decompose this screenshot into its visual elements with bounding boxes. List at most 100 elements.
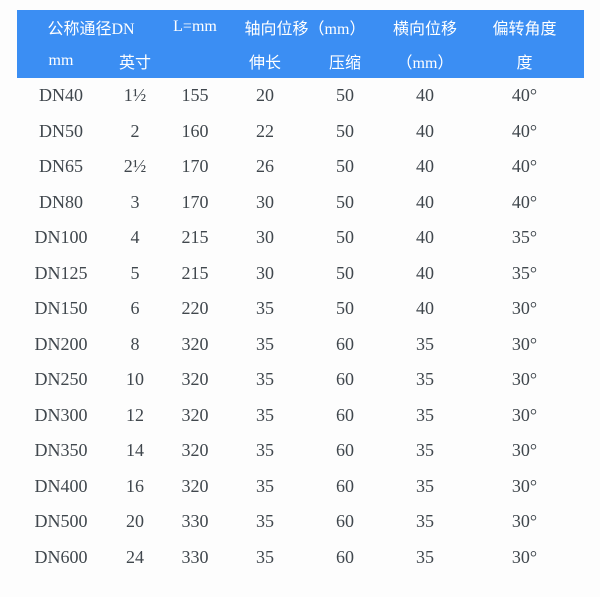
table-row: DN500 20 330 35 60 35 30° [17, 504, 584, 540]
cell-angle: 30° [511, 298, 538, 319]
cell-compression: 60 [336, 440, 354, 461]
cell-dn: DN300 [34, 404, 88, 425]
cell-lateral: 40 [416, 85, 434, 106]
cell-length: 220 [181, 298, 209, 319]
cell-angle: 30° [511, 475, 538, 496]
cell-compression: 60 [336, 333, 354, 354]
cell-dn: DN500 [34, 511, 88, 532]
header-extension: 伸长 [225, 44, 305, 78]
cell-compression: 50 [336, 298, 354, 319]
cell-inch: 10 [126, 369, 144, 390]
header-compression: 压缩 [305, 44, 385, 78]
table-row: DN250 10 320 35 60 35 30° [17, 362, 584, 398]
cell-length: 170 [181, 191, 209, 212]
cell-lateral: 40 [416, 120, 434, 141]
cell-length: 320 [181, 404, 209, 425]
header-inch: 英寸 [105, 44, 165, 78]
cell-dn: DN200 [34, 333, 88, 354]
cell-compression: 50 [336, 262, 354, 283]
header-degree: 度 [465, 44, 584, 78]
cell-angle: 40° [511, 191, 538, 212]
cell-length: 170 [181, 156, 209, 177]
header-row-2: mm 英寸 伸长 压缩 （mm） 度 [17, 44, 584, 78]
header-nominal-diameter: 公称通径DN [17, 10, 165, 44]
spec-table: 公称通径DN L=mm 轴向位移（mm） 横向位移 偏转角度 mm 英寸 伸长 … [17, 10, 584, 575]
table-row: DN40 1½ 155 20 50 40 40° [17, 78, 584, 114]
cell-angle: 40° [511, 156, 538, 177]
cell-extension: 35 [256, 440, 274, 461]
cell-length: 320 [181, 369, 209, 390]
cell-angle: 30° [511, 369, 538, 390]
cell-angle: 40° [511, 120, 538, 141]
cell-extension: 22 [256, 120, 274, 141]
table-row: DN100 4 215 30 50 40 35° [17, 220, 584, 256]
cell-compression: 60 [336, 511, 354, 532]
spec-table-container: 公称通径DN L=mm 轴向位移（mm） 横向位移 偏转角度 mm 英寸 伸长 … [17, 10, 584, 575]
cell-inch: 2½ [123, 156, 147, 177]
cell-dn: DN250 [34, 369, 88, 390]
cell-dn: DN600 [34, 546, 88, 567]
cell-dn: DN50 [39, 120, 83, 141]
cell-inch: 20 [126, 511, 144, 532]
cell-lateral: 40 [416, 298, 434, 319]
cell-extension: 35 [256, 511, 274, 532]
header-mm: mm [17, 44, 105, 78]
cell-extension: 20 [256, 85, 274, 106]
cell-inch: 5 [130, 262, 140, 283]
cell-angle: 30° [511, 404, 538, 425]
cell-compression: 60 [336, 475, 354, 496]
cell-dn: DN40 [39, 85, 83, 106]
cell-inch: 4 [130, 227, 140, 248]
cell-length: 320 [181, 440, 209, 461]
cell-extension: 35 [256, 546, 274, 567]
cell-lateral: 35 [416, 475, 434, 496]
cell-angle: 30° [511, 511, 538, 532]
cell-inch: 6 [130, 298, 140, 319]
cell-inch: 3 [130, 191, 140, 212]
cell-compression: 50 [336, 227, 354, 248]
cell-length: 155 [181, 85, 209, 106]
header-lateral-mm: （mm） [385, 44, 465, 78]
cell-dn: DN350 [34, 440, 88, 461]
cell-angle: 35° [511, 227, 538, 248]
header-blank [165, 44, 225, 78]
cell-lateral: 40 [416, 227, 434, 248]
cell-dn: DN100 [34, 227, 88, 248]
cell-extension: 35 [256, 333, 274, 354]
table-header: 公称通径DN L=mm 轴向位移（mm） 横向位移 偏转角度 mm 英寸 伸长 … [17, 10, 584, 78]
cell-lateral: 35 [416, 546, 434, 567]
cell-inch: 14 [126, 440, 144, 461]
cell-compression: 50 [336, 85, 354, 106]
cell-inch: 24 [126, 546, 144, 567]
cell-extension: 35 [256, 298, 274, 319]
cell-lateral: 40 [416, 156, 434, 177]
cell-length: 330 [181, 546, 209, 567]
cell-lateral: 35 [416, 369, 434, 390]
cell-angle: 40° [511, 85, 538, 106]
header-row-1: 公称通径DN L=mm 轴向位移（mm） 横向位移 偏转角度 [17, 10, 584, 44]
cell-extension: 30 [256, 227, 274, 248]
cell-compression: 50 [336, 120, 354, 141]
cell-compression: 60 [336, 369, 354, 390]
cell-compression: 50 [336, 191, 354, 212]
cell-dn: DN65 [39, 156, 83, 177]
header-deflection-angle: 偏转角度 [465, 10, 584, 44]
cell-compression: 60 [336, 546, 354, 567]
cell-dn: DN150 [34, 298, 88, 319]
cell-extension: 30 [256, 191, 274, 212]
cell-extension: 35 [256, 404, 274, 425]
cell-inch: 16 [126, 475, 144, 496]
cell-dn: DN400 [34, 475, 88, 496]
header-length: L=mm [165, 10, 225, 44]
table-row: DN65 2½ 170 26 50 40 40° [17, 149, 584, 185]
table-body: DN40 1½ 155 20 50 40 40° DN50 2 160 22 5… [17, 78, 584, 575]
cell-length: 160 [181, 120, 209, 141]
table-row: DN350 14 320 35 60 35 30° [17, 433, 584, 469]
table-row: DN600 24 330 35 60 35 30° [17, 540, 584, 576]
cell-angle: 30° [511, 333, 538, 354]
cell-angle: 35° [511, 262, 538, 283]
table-row: DN300 12 320 35 60 35 30° [17, 398, 584, 434]
cell-extension: 35 [256, 475, 274, 496]
cell-lateral: 35 [416, 440, 434, 461]
cell-length: 330 [181, 511, 209, 532]
